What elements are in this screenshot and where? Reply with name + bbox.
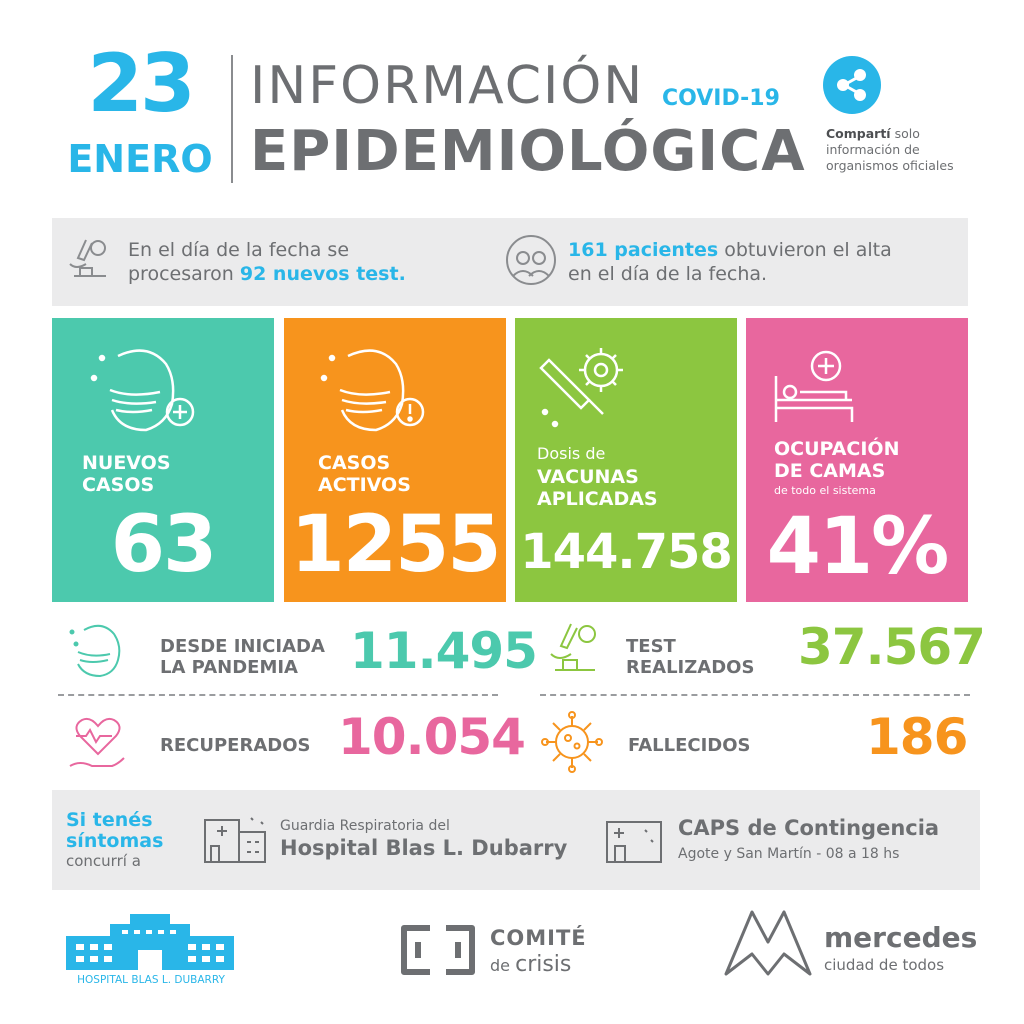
beds-value: 41%	[766, 502, 950, 592]
tile-new-cases: NUEVOS CASOS 63	[52, 318, 274, 602]
tests-line-1: En el día de la fecha se	[128, 239, 350, 261]
place-1-small: Guardia Respiratoria del	[280, 818, 450, 834]
hospital-logo-text: HOSPITAL BLAS L. DUBARRY	[77, 974, 225, 986]
info-strip	[52, 218, 968, 306]
since-start-label: DESDE INICIADA LA PANDEMIA	[160, 636, 325, 678]
beds-label-2: DE CAMAS	[774, 460, 886, 482]
place-2-big: CAPS de Contingencia	[678, 816, 940, 840]
since-start-label-1: DESDE INICIADA	[160, 636, 325, 657]
share-rest: solo	[894, 126, 920, 141]
tile-beds: OCUPACIÓN DE CAMAS de todo el sistema 41…	[746, 318, 968, 602]
tests-highlight: 92 nuevos test.	[239, 263, 406, 285]
tile-active-cases: CASOS ACTIVOS 1255	[284, 318, 506, 602]
new-cases-label-1: NUEVOS	[82, 452, 171, 474]
vaccines-label-small: Dosis de	[537, 444, 606, 463]
header-divider	[231, 55, 233, 183]
place-1: Guardia Respiratoria del Hospital Blas L…	[280, 818, 567, 860]
virus-icon	[540, 710, 604, 778]
dashed-divider-right	[540, 694, 970, 696]
symptoms-line-1: Si tenés	[66, 809, 153, 831]
share-line-3: organismos oficiales	[826, 158, 954, 173]
hospital-building-icon	[203, 812, 269, 868]
comite-crisis: crisis	[515, 952, 572, 977]
tests-done-label-1: TEST	[626, 636, 676, 657]
tests-done-value: 37.567	[798, 618, 986, 676]
mercedes-logo-text: mercedes ciudad de todos	[824, 921, 978, 975]
place-1-big: Hospital Blas L. Dubarry	[280, 836, 568, 860]
vaccines-label: VACUNAS APLICADAS	[537, 466, 658, 510]
share-note: Compartí solo información de organismos …	[826, 126, 976, 174]
hospital-bed-icon	[772, 346, 862, 430]
tests-done-label: TEST REALIZADOS	[626, 636, 754, 678]
active-cases-label: CASOS ACTIVOS	[318, 452, 411, 496]
symptoms-line-3: concurrí a	[66, 852, 141, 870]
symptoms-strip	[52, 790, 980, 890]
active-cases-label-1: CASOS	[318, 452, 391, 474]
place-2-small: Agote y San Martín - 08 a 18 hs	[678, 846, 900, 862]
tile-vaccines: Dosis de VACUNAS APLICADAS 144.758	[515, 318, 737, 602]
comite-logo-text: COMITÉ de crisis	[490, 926, 587, 977]
share-line-2: información de	[826, 142, 920, 157]
lab-test-icon	[66, 236, 112, 284]
title-line-2: EPIDEMIOLÓGICA	[250, 119, 806, 184]
discharge-line-2: en el día de la fecha.	[568, 263, 768, 285]
masked-face-alert-icon	[310, 338, 430, 442]
date-month: ENERO	[67, 137, 213, 181]
active-cases-label-2: ACTIVOS	[318, 474, 411, 496]
tests-done-label-2: REALIZADOS	[626, 657, 755, 678]
patients-icon	[505, 234, 557, 286]
tests-prefix: procesaron	[128, 263, 240, 285]
vaccines-value: 144.758	[520, 524, 733, 580]
beds-label-1: OCUPACIÓN	[774, 438, 900, 460]
deaths-label: FALLECIDOS	[628, 735, 751, 756]
hospital-logo	[66, 914, 234, 974]
comite-line-1: COMITÉ	[490, 926, 587, 950]
new-cases-label: NUEVOS CASOS	[82, 452, 171, 496]
active-cases-value: 1255	[290, 500, 501, 590]
place-2: CAPS de Contingencia Agote y San Martín …	[678, 816, 939, 862]
comite-logo-icon	[396, 922, 480, 982]
discharge-highlight: 161 pacientes	[568, 239, 719, 261]
vaccines-label-1: VACUNAS	[537, 466, 639, 488]
share-icon[interactable]	[823, 56, 881, 114]
dashed-divider-left	[58, 694, 498, 696]
caps-building-icon	[605, 816, 665, 870]
title-line-1: INFORMACIÓN	[250, 56, 645, 116]
symptoms-line-2: síntomas	[66, 830, 164, 852]
since-start-value: 11.495	[350, 622, 538, 680]
pandemic-face-icon	[66, 620, 130, 684]
date-day: 23	[87, 37, 195, 130]
vaccines-label-2: APLICADAS	[537, 488, 658, 510]
new-cases-value: 63	[110, 500, 218, 590]
beds-label-small: de todo el sistema	[774, 484, 876, 497]
masked-face-icon	[80, 338, 200, 442]
mercedes-small: ciudad de todos	[824, 956, 945, 974]
beds-label: OCUPACIÓN DE CAMAS	[774, 438, 899, 482]
covid-label: COVID-19	[662, 86, 780, 111]
share-strong: Compartí	[826, 126, 891, 141]
heart-hand-icon	[66, 712, 130, 780]
symptoms-text: Si tenés síntomas concurrí a	[66, 809, 164, 871]
recovered-label: RECUPERADOS	[160, 735, 311, 756]
recovered-value: 10.054	[338, 708, 526, 766]
mercedes-big: mercedes	[824, 921, 978, 954]
new-cases-label-2: CASOS	[82, 474, 155, 496]
since-start-label-2: LA PANDEMIA	[160, 657, 298, 678]
syringe-virus-icon	[535, 340, 645, 440]
discharge-rest: obtuvieron el alta	[718, 239, 892, 261]
tests-info: En el día de la fecha se procesaron 92 n…	[128, 238, 458, 286]
deaths-value: 186	[866, 708, 968, 766]
discharge-info: 161 pacientes obtuvieron el alta en el d…	[568, 238, 948, 286]
lab-test-icon-2	[545, 620, 605, 684]
comite-de: de	[490, 956, 510, 975]
mercedes-logo-icon	[722, 906, 814, 982]
